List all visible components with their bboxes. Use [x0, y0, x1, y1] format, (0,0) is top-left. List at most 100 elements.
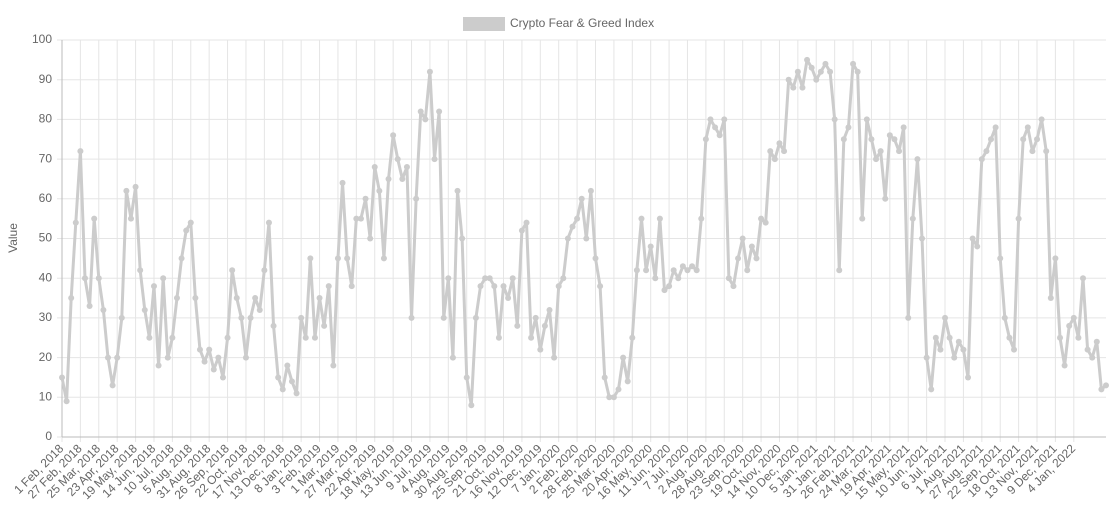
data-point — [376, 187, 383, 194]
data-point — [141, 306, 148, 313]
data-point — [638, 215, 645, 222]
data-point — [219, 374, 226, 381]
data-point — [725, 275, 732, 282]
data-point — [942, 314, 949, 321]
data-point — [109, 382, 116, 389]
data-point — [988, 136, 995, 143]
data-point — [137, 267, 144, 274]
data-point — [206, 346, 213, 353]
data-point — [68, 295, 75, 302]
data-point — [794, 68, 801, 75]
y-tick-label: 50 — [39, 231, 53, 245]
data-point — [730, 283, 737, 290]
data-point — [675, 275, 682, 282]
data-point — [500, 283, 507, 290]
data-point — [307, 255, 314, 262]
data-point — [1093, 338, 1100, 345]
data-point — [560, 275, 567, 282]
data-point — [932, 334, 939, 341]
y-tick-label: 100 — [32, 32, 52, 46]
data-point — [716, 132, 723, 139]
data-point — [739, 235, 746, 242]
data-point — [482, 275, 489, 282]
data-point — [472, 314, 479, 321]
data-point — [210, 366, 217, 373]
data-point — [532, 314, 539, 321]
data-point — [817, 68, 824, 75]
data-point — [242, 354, 249, 361]
data-point — [983, 148, 990, 155]
data-point — [1057, 334, 1064, 341]
y-tick-label: 20 — [39, 350, 53, 364]
data-point — [574, 215, 581, 222]
data-point — [339, 179, 346, 186]
data-point — [114, 354, 121, 361]
data-point — [914, 156, 921, 163]
data-point — [178, 255, 185, 262]
data-point — [59, 374, 65, 381]
data-point — [325, 283, 332, 290]
data-point — [1089, 354, 1096, 361]
data-point — [735, 255, 742, 262]
data-point — [528, 334, 535, 341]
data-point — [647, 243, 654, 250]
data-point — [288, 378, 295, 385]
y-tick-label: 90 — [39, 72, 53, 86]
data-point — [63, 398, 70, 405]
data-point — [1029, 148, 1036, 155]
data-point — [1061, 362, 1068, 369]
y-tick-label: 40 — [39, 270, 53, 284]
data-point — [762, 219, 769, 226]
data-point — [689, 263, 696, 270]
data-point — [1075, 334, 1082, 341]
data-point — [403, 164, 410, 171]
data-point — [215, 354, 222, 361]
data-point — [146, 334, 153, 341]
data-point — [799, 84, 806, 91]
data-point — [909, 215, 916, 222]
data-point — [652, 275, 659, 282]
data-point — [955, 338, 962, 345]
data-point — [495, 334, 502, 341]
data-point — [123, 187, 130, 194]
data-point — [1043, 148, 1050, 155]
data-point — [919, 235, 926, 242]
data-point — [863, 116, 870, 123]
data-point — [275, 374, 282, 381]
data-point — [684, 267, 691, 274]
data-point — [169, 334, 176, 341]
data-point — [937, 346, 944, 353]
data-point — [1015, 215, 1022, 222]
data-point — [1052, 255, 1059, 262]
data-point — [160, 275, 167, 282]
data-point — [385, 175, 392, 182]
data-point — [1066, 322, 1073, 329]
data-point — [551, 354, 558, 361]
data-point — [265, 219, 272, 226]
data-point — [666, 283, 673, 290]
data-point — [155, 362, 162, 369]
data-point — [298, 314, 305, 321]
data-point — [965, 374, 972, 381]
data-point — [546, 306, 553, 313]
data-point — [1020, 136, 1027, 143]
data-point — [505, 295, 512, 302]
y-tick-label: 30 — [39, 310, 53, 324]
data-point — [896, 148, 903, 155]
data-point — [946, 334, 953, 341]
series-line — [60, 58, 1107, 407]
legend-label: Crypto Fear & Greed Index — [510, 16, 654, 30]
data-point — [712, 124, 719, 131]
data-point — [679, 263, 686, 270]
data-point — [693, 267, 700, 274]
data-point — [744, 267, 751, 274]
data-point — [183, 227, 190, 234]
data-point — [279, 386, 286, 393]
data-point — [873, 156, 880, 163]
data-point — [831, 116, 838, 123]
data-point — [633, 267, 640, 274]
y-tick-label: 60 — [39, 191, 53, 205]
data-point — [753, 255, 760, 262]
data-point — [491, 283, 498, 290]
